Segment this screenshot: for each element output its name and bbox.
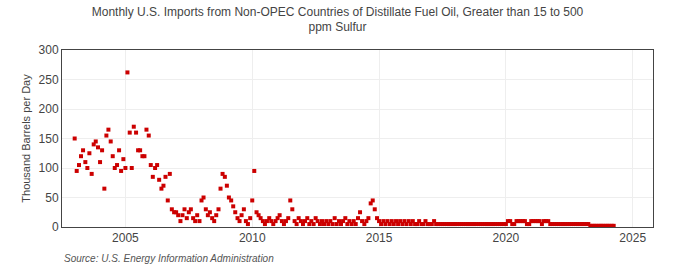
- svg-text:2020: 2020: [493, 231, 520, 245]
- svg-text:2005: 2005: [112, 231, 139, 245]
- svg-text:200: 200: [39, 102, 59, 116]
- svg-text:Source: U.S. Energy Informatio: Source: U.S. Energy Information Administ…: [64, 253, 274, 264]
- svg-text:Thousand Barrels per Day: Thousand Barrels per Day: [20, 74, 32, 203]
- svg-text:100: 100: [39, 161, 59, 175]
- svg-text:Monthly U.S. Imports from Non-: Monthly U.S. Imports from Non-OPEC Count…: [92, 5, 584, 35]
- svg-text:300: 300: [39, 43, 59, 57]
- svg-text:2025: 2025: [619, 231, 646, 245]
- svg-text:2015: 2015: [366, 231, 393, 245]
- svg-text:250: 250: [39, 73, 59, 87]
- svg-text:0: 0: [52, 220, 59, 234]
- svg-text:2010: 2010: [239, 231, 266, 245]
- svg-text:50: 50: [45, 191, 59, 205]
- svg-text:150: 150: [39, 132, 59, 146]
